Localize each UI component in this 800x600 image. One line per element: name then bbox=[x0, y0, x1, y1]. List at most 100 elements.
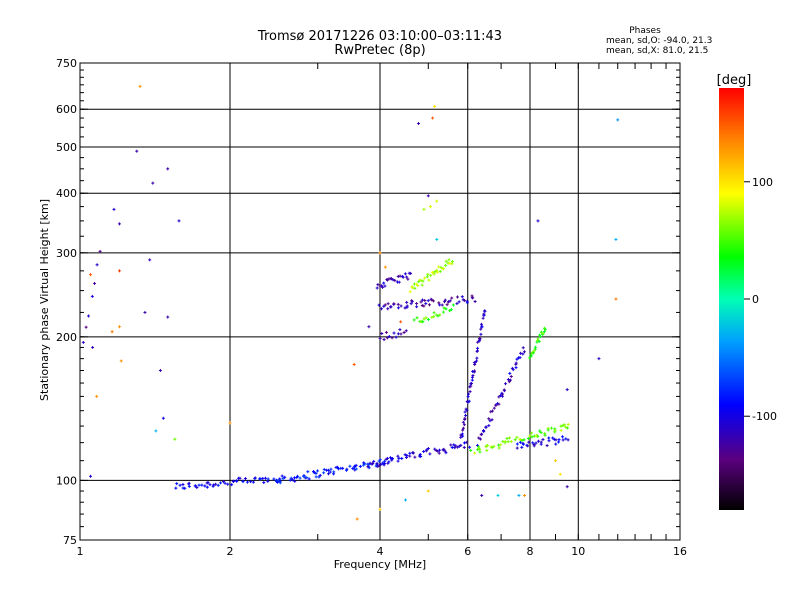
x-tick-label: 6 bbox=[464, 545, 471, 558]
data-point bbox=[506, 378, 510, 382]
data-point bbox=[562, 423, 566, 427]
data-point bbox=[426, 489, 430, 493]
data-point bbox=[437, 451, 441, 455]
chart-title: Tromsø 20171226 03:10:00–03:11:43 bbox=[257, 29, 502, 44]
data-point bbox=[253, 476, 257, 480]
data-point bbox=[520, 439, 524, 443]
data-point bbox=[443, 298, 447, 302]
data-point bbox=[378, 458, 382, 462]
data-point bbox=[537, 339, 541, 343]
data-point bbox=[409, 271, 413, 275]
data-point bbox=[208, 483, 212, 487]
data-point bbox=[281, 477, 285, 481]
data-point bbox=[382, 304, 386, 308]
data-point bbox=[358, 464, 362, 468]
data-point bbox=[289, 476, 293, 480]
data-point bbox=[398, 328, 402, 332]
data-point bbox=[447, 258, 451, 262]
data-point bbox=[148, 258, 152, 262]
data-point bbox=[539, 430, 543, 434]
data-point bbox=[479, 327, 483, 331]
data-point bbox=[378, 251, 382, 255]
data-point bbox=[468, 390, 472, 394]
data-point bbox=[565, 426, 569, 430]
data-point bbox=[232, 479, 236, 483]
data-point bbox=[518, 440, 522, 444]
data-point bbox=[550, 426, 554, 430]
y-tick-label: 600 bbox=[56, 103, 77, 116]
data-point bbox=[530, 435, 534, 439]
data-point bbox=[405, 305, 409, 309]
data-point bbox=[396, 454, 400, 458]
data-point bbox=[475, 359, 479, 363]
data-point bbox=[444, 259, 448, 263]
data-point bbox=[378, 337, 382, 341]
data-point bbox=[455, 295, 459, 299]
data-point bbox=[489, 410, 493, 414]
data-point bbox=[538, 335, 542, 339]
data-point bbox=[470, 382, 474, 386]
data-point bbox=[399, 332, 403, 336]
data-point bbox=[158, 368, 162, 372]
data-point bbox=[380, 284, 384, 288]
data-point bbox=[459, 443, 463, 447]
data-point bbox=[471, 369, 475, 373]
y-tick-label: 200 bbox=[56, 331, 77, 344]
data-point bbox=[197, 483, 201, 487]
data-point bbox=[514, 366, 518, 370]
data-point bbox=[403, 306, 407, 310]
data-point bbox=[295, 475, 299, 479]
data-point bbox=[117, 325, 121, 329]
data-point bbox=[433, 104, 437, 108]
data-point bbox=[400, 456, 404, 460]
data-point bbox=[219, 481, 223, 485]
data-point bbox=[494, 403, 498, 407]
colorbar-tick-label: -100 bbox=[752, 410, 777, 423]
data-point bbox=[426, 194, 430, 198]
data-point bbox=[195, 486, 199, 490]
data-point bbox=[423, 276, 427, 280]
data-point bbox=[376, 464, 380, 468]
data-point bbox=[89, 273, 93, 277]
data-point bbox=[316, 469, 320, 473]
data-point bbox=[471, 296, 475, 300]
y-tick-label: 500 bbox=[56, 141, 77, 154]
data-point bbox=[223, 481, 227, 485]
data-point bbox=[317, 475, 321, 479]
data-point bbox=[485, 448, 489, 452]
data-point bbox=[485, 444, 489, 448]
data-point bbox=[444, 451, 448, 455]
data-point bbox=[93, 281, 97, 285]
data-point bbox=[521, 352, 525, 356]
data-point bbox=[355, 517, 359, 521]
data-point bbox=[426, 446, 430, 450]
data-point bbox=[371, 461, 375, 465]
data-point bbox=[312, 470, 316, 474]
data-point bbox=[329, 467, 333, 471]
data-point bbox=[98, 249, 102, 253]
data-point bbox=[166, 315, 170, 319]
data-point bbox=[272, 477, 276, 481]
data-point bbox=[492, 444, 496, 448]
data-point bbox=[293, 479, 297, 483]
data-point bbox=[464, 407, 468, 411]
data-point bbox=[449, 443, 453, 447]
data-point bbox=[462, 441, 466, 445]
data-point bbox=[444, 263, 448, 267]
data-point bbox=[424, 449, 428, 453]
colorbar-tick-label: 100 bbox=[752, 176, 773, 189]
data-point bbox=[151, 181, 155, 185]
data-point bbox=[332, 470, 336, 474]
data-point bbox=[541, 332, 545, 336]
data-point bbox=[509, 440, 513, 444]
data-point bbox=[470, 294, 474, 298]
data-point bbox=[415, 282, 419, 286]
data-point bbox=[413, 286, 417, 290]
data-point bbox=[503, 439, 507, 443]
data-point bbox=[381, 461, 385, 465]
data-point bbox=[444, 307, 448, 311]
data-point bbox=[463, 416, 467, 420]
data-point bbox=[535, 339, 539, 343]
data-point bbox=[412, 318, 416, 322]
data-point bbox=[496, 493, 500, 497]
